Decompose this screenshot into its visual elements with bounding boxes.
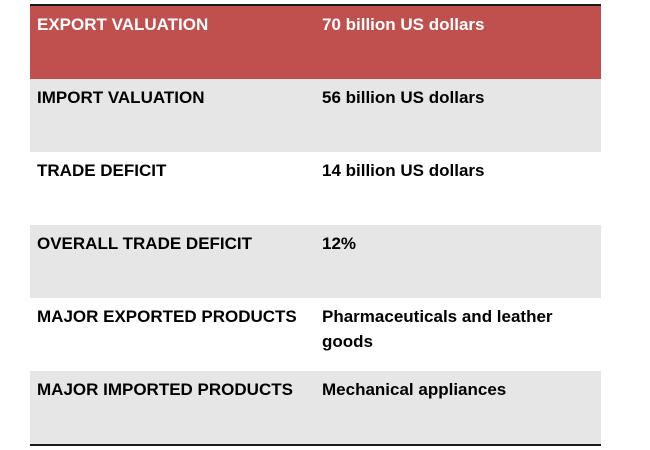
export-valuation-value: 70 billion US dollars (322, 15, 485, 34)
table-row: OVERALL TRADE DEFICIT 12% (30, 225, 601, 298)
major-exported-products-label: MAJOR EXPORTED PRODUCTS (37, 307, 297, 326)
major-imported-products-label: MAJOR IMPORTED PRODUCTS (37, 380, 293, 399)
table-row: MAJOR IMPORTED PRODUCTS Mechanical appli… (30, 371, 601, 444)
major-imported-products-value: Mechanical appliances (322, 380, 507, 399)
table-row: IMPORT VALUATION 56 billion US dollars (30, 79, 601, 152)
trade-table: EXPORT VALUATION 70 billion US dollars I… (30, 4, 601, 446)
import-valuation-label: IMPORT VALUATION (37, 88, 205, 107)
table-row: TRADE DEFICIT 14 billion US dollars (30, 152, 601, 225)
export-valuation-label: EXPORT VALUATION (37, 15, 209, 34)
overall-trade-deficit-value: 12% (322, 234, 357, 253)
table-header-row: EXPORT VALUATION 70 billion US dollars (30, 6, 601, 79)
trade-deficit-label: TRADE DEFICIT (37, 161, 167, 180)
import-valuation-value: 56 billion US dollars (322, 88, 485, 107)
overall-trade-deficit-label: OVERALL TRADE DEFICIT (37, 234, 253, 253)
major-exported-products-value: Pharmaceuticals and leather goods (322, 307, 553, 351)
trade-deficit-value: 14 billion US dollars (322, 161, 485, 180)
table-row: MAJOR EXPORTED PRODUCTS Pharmaceuticals … (30, 298, 601, 371)
